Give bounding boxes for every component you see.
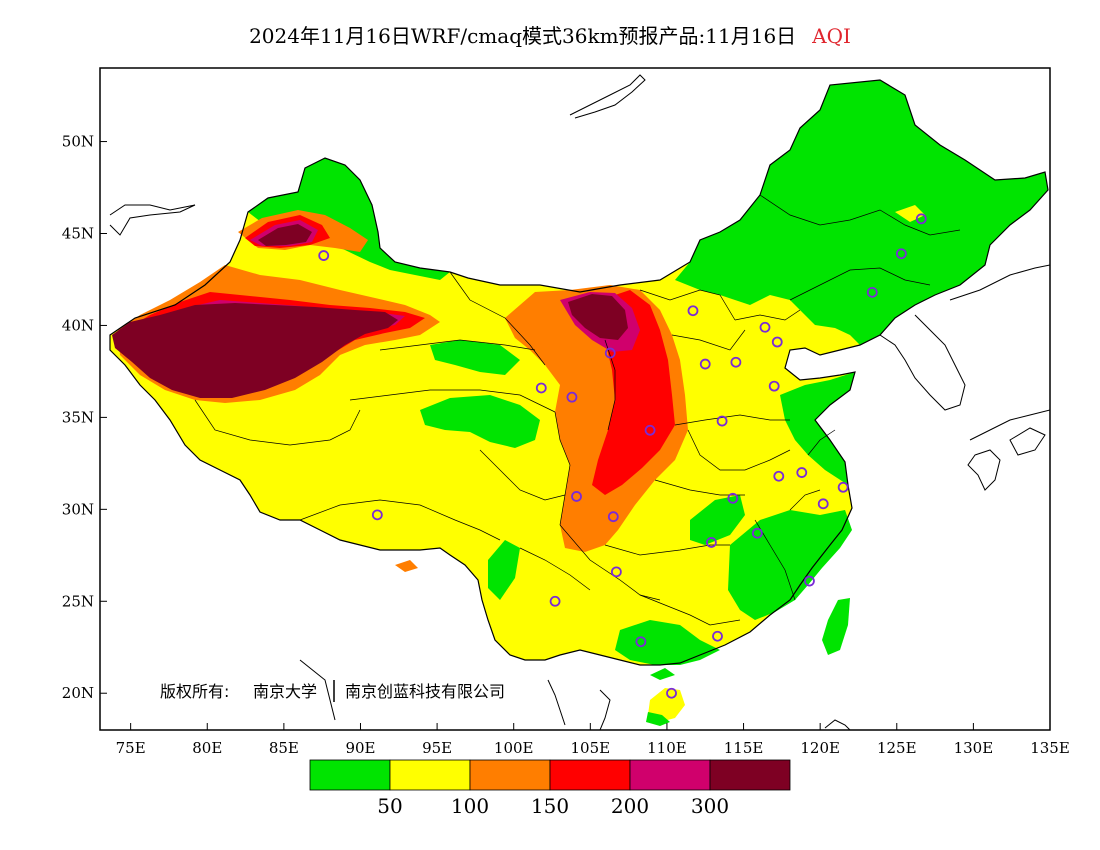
aqi-region-hainan-green [646, 712, 670, 726]
city-station-marker [571, 491, 582, 502]
aqi-region-green-qinghai-north [430, 340, 520, 375]
city-station-marker [837, 481, 849, 493]
aqi-region-maroon-north-xinjiang [258, 224, 312, 246]
aqi-region-maroon-central [568, 294, 628, 340]
city-station-marker [817, 498, 829, 510]
city-station-marker [751, 527, 763, 539]
y-axis: 50N 45N 40N 35N 30N 25N 20N [62, 133, 107, 702]
city-station-marker [635, 636, 647, 648]
city-station-marker [549, 595, 561, 607]
city-station-marker [796, 467, 808, 478]
city-station-marker [895, 248, 907, 260]
city-station-marker [607, 511, 619, 523]
y-tick-label: 20N [62, 684, 94, 702]
aqi-region-orange-ordos [535, 342, 580, 372]
city-station-marker [699, 358, 711, 370]
legend-swatch [469, 759, 551, 791]
legend-swatch [549, 759, 631, 791]
y-tick-label: 40N [62, 316, 94, 334]
city-station-marker [759, 321, 771, 333]
y-tick-label: 35N [62, 408, 94, 426]
legend-label: 100 [451, 794, 489, 818]
province-boundaries [194, 194, 961, 626]
city-station-marker [318, 250, 330, 261]
china-outline [109, 79, 1049, 666]
city-station-marker [604, 347, 616, 359]
aqi-region-green-qinghai [420, 395, 540, 448]
y-tick-label: 45N [62, 225, 94, 243]
city-station-marker [730, 356, 742, 368]
city-station-marker [705, 537, 717, 548]
map-frame [99, 67, 1051, 731]
copyright-prefix: 版权所有: [160, 682, 229, 701]
y-tick-label: 25N [62, 592, 94, 610]
aqi-region-taiwan [822, 598, 850, 655]
legend-label: 300 [691, 794, 729, 818]
aqi-region-maroon-xinjiang [112, 303, 398, 398]
city-station-marker [566, 391, 578, 403]
city-station-marker [610, 566, 622, 578]
x-tick-label: 80E [192, 739, 222, 757]
city-station-marker [771, 336, 783, 348]
city-station-marker [727, 492, 739, 504]
aqi-field [109, 74, 1050, 730]
x-tick-label: 95E [422, 739, 452, 757]
x-tick-label: 130E [954, 739, 994, 757]
x-tick-label: 75E [116, 739, 146, 757]
aqi-legend: 50 100 150 200 300 [309, 759, 791, 818]
aqi-region-green-spot-hainan-north [650, 668, 675, 680]
map-title: 2024年11月16日WRF/cmaq模式36km预报产品:11月16日 AQI [0, 20, 1100, 49]
legend-swatch [709, 759, 791, 791]
title-variable: AQI [812, 24, 851, 48]
aqi-region-green-guangxi [615, 620, 720, 665]
city-station-marker [644, 424, 656, 436]
city-station-marker [866, 286, 878, 298]
legend-label: 150 [531, 794, 569, 818]
aqi-region-green-northwest [248, 158, 450, 280]
city-station-marker [371, 509, 383, 521]
city-station-marker [804, 575, 815, 587]
aqi-region-green-hubei [690, 495, 745, 545]
city-station-marker [716, 415, 728, 427]
x-tick-label: 100E [494, 739, 534, 757]
city-station-marker [915, 213, 927, 225]
legend-label: 200 [611, 794, 649, 818]
title-text: 2024年11月16日WRF/cmaq模式36km预报产品:11月16日 [249, 24, 797, 48]
legend-label: 50 [377, 794, 402, 818]
city-station-marker [773, 470, 785, 482]
x-tick-label: 115E [724, 739, 764, 757]
x-tick-label: 85E [269, 739, 299, 757]
city-station-marker [666, 687, 677, 699]
neighbour-boundaries [109, 74, 1050, 730]
y-tick-label: 50N [62, 133, 94, 151]
aqi-region-green-northeast [675, 80, 1048, 345]
x-tick-label: 105E [571, 739, 611, 757]
legend-swatch [629, 759, 711, 791]
city-station-marker [687, 305, 699, 317]
legend-swatch [309, 759, 391, 791]
x-axis: 75E 80E 85E 90E 95E 100E 105E 110E 115E 120E 125E 1… [116, 723, 1070, 757]
city-stations [318, 213, 927, 699]
x-tick-label: 125E [877, 739, 917, 757]
y-tick-label: 30N [62, 500, 94, 518]
legend-swatch [389, 759, 471, 791]
copyright: 版权所有: 南京大学 南京创蓝科技有限公司 [160, 680, 505, 702]
x-tick-label: 90E [345, 739, 375, 757]
x-tick-label: 135E [1030, 739, 1070, 757]
copyright-owner-1: 南京大学 [253, 682, 317, 701]
x-tick-label: 120E [800, 739, 840, 757]
copyright-owner-2: 南京创蓝科技有限公司 [345, 682, 505, 701]
city-station-marker [712, 630, 723, 642]
aqi-region-orange-spot-xizang [395, 560, 418, 572]
city-station-marker [768, 380, 780, 392]
aqi-region-green-southwest [488, 540, 520, 600]
city-station-marker [535, 382, 547, 394]
x-tick-label: 110E [647, 739, 687, 757]
